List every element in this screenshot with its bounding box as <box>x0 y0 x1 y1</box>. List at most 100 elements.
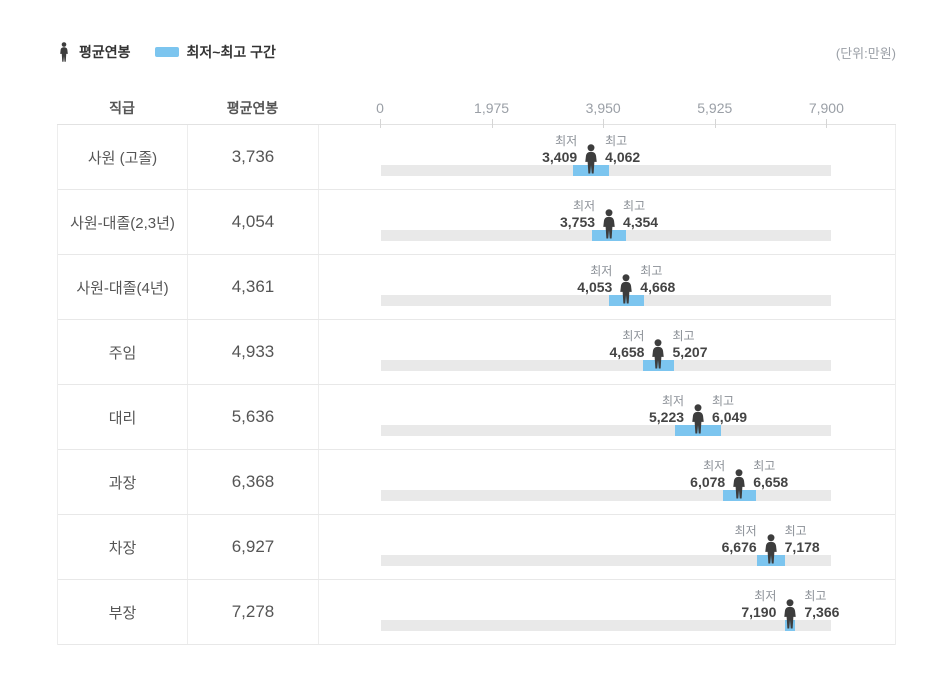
min-label: 최저 <box>622 329 645 343</box>
max-value: 4,668 <box>640 279 676 295</box>
legend-bar: 평균연봉 최저~최고 구간 (단위:만원) <box>57 40 896 64</box>
max-label: 최고 <box>623 199 646 213</box>
salary-chart-cell: 최저 3,409 최고 4,062 <box>319 125 895 189</box>
max-value: 6,658 <box>753 474 789 490</box>
legend-item-range: 최저~최고 구간 <box>154 42 276 62</box>
max-label: 최고 <box>640 264 663 278</box>
salary-track <box>381 490 831 501</box>
table-body: 사원 (고졸) 3,736 최저 3,409 최고 4,062 <box>57 125 896 645</box>
min-label: 최저 <box>555 134 578 148</box>
person-icon <box>599 209 620 239</box>
min-value-block: 최저 3,753 <box>560 200 595 229</box>
salary-chart-cell: 최저 4,053 최고 4,668 <box>319 255 895 319</box>
avg-salary-value: 6,927 <box>188 515 319 579</box>
max-value: 7,178 <box>784 539 820 555</box>
legend-range-label: 최저~최고 구간 <box>186 44 276 60</box>
salary-table: 직급 평균연봉 0 1,975 3,950 5,925 7,900 사원 (고졸) 3,… <box>57 92 896 645</box>
salary-track <box>381 295 831 306</box>
max-label: 최고 <box>605 134 628 148</box>
min-value: 4,658 <box>609 344 645 360</box>
axis-tick-label: 3,950 <box>585 100 621 116</box>
avg-salary-value: 5,636 <box>188 385 319 449</box>
max-label: 최고 <box>672 329 695 343</box>
min-value: 3,753 <box>560 214 596 230</box>
max-value: 6,049 <box>712 409 748 425</box>
min-value-block: 최저 4,053 <box>577 265 612 294</box>
table-row: 주임 4,933 최저 4,658 최고 5,207 <box>58 320 895 385</box>
avg-salary-value: 7,278 <box>188 580 319 644</box>
grade-label: 주임 <box>58 320 188 384</box>
salary-range-bar <box>674 425 722 436</box>
max-value-block: 최고 4,668 <box>640 265 675 294</box>
min-value: 4,053 <box>577 279 613 295</box>
table-row: 부장 7,278 최저 7,190 최고 7,366 <box>58 580 895 645</box>
min-value-block: 최저 4,658 <box>609 330 644 359</box>
min-value: 6,078 <box>690 474 726 490</box>
max-value: 4,062 <box>605 149 641 165</box>
avg-salary-value: 4,054 <box>188 190 319 254</box>
grade-label: 사원-대졸(2,3년) <box>58 190 188 254</box>
min-value: 7,190 <box>741 604 777 620</box>
salary-range-bar <box>572 165 610 176</box>
salary-chart-cell: 최저 6,078 최고 6,658 <box>319 450 895 514</box>
person-icon <box>688 404 709 434</box>
axis-tick-label: 5,925 <box>697 100 733 116</box>
max-value-block: 최고 5,207 <box>672 330 707 359</box>
min-value-block: 최저 6,078 <box>690 460 725 489</box>
legend-average-label: 평균연봉 <box>79 44 131 60</box>
salary-chart-cell: 최저 5,223 최고 6,049 <box>319 385 895 449</box>
min-value: 5,223 <box>648 409 685 425</box>
axis-tick-mark <box>826 119 828 128</box>
salary-range-bar <box>785 620 796 631</box>
axis-tick-label: 0 <box>376 100 384 116</box>
max-label: 최고 <box>804 589 827 603</box>
header-avg: 평균연봉 <box>226 100 279 116</box>
max-value: 4,354 <box>623 214 659 230</box>
max-value-block: 최고 6,658 <box>753 460 788 489</box>
salary-chart-cell: 최저 6,676 최고 7,178 <box>319 515 895 579</box>
salary-range-bar <box>643 360 674 371</box>
table-row: 사원 (고졸) 3,736 최저 3,409 최고 4,062 <box>58 125 895 190</box>
min-value-block: 최저 6,676 <box>722 525 757 554</box>
table-row: 대리 5,636 최저 5,223 최고 6,049 <box>58 385 895 450</box>
min-label: 최저 <box>661 394 685 408</box>
max-value-block: 최고 7,178 <box>785 525 820 554</box>
salary-chart-page: 평균연봉 최저~최고 구간 (단위:만원) 직급 평균연봉 0 1,975 3,95… <box>57 40 896 645</box>
min-label: 최저 <box>734 524 757 538</box>
salary-chart-cell: 최저 3,753 최고 4,354 <box>319 190 895 254</box>
header-grade: 직급 <box>109 100 135 116</box>
legend-item-average: 평균연봉 <box>57 42 131 62</box>
range-swatch-icon <box>154 47 179 57</box>
person-icon <box>760 534 781 564</box>
salary-chart-cell: 최저 7,190 최고 7,366 <box>319 580 895 644</box>
min-value-block: 최저 7,190 <box>741 590 776 619</box>
max-value-block: 최고 4,354 <box>623 200 658 229</box>
table-header: 직급 평균연봉 0 1,975 3,950 5,925 7,900 <box>57 92 896 128</box>
axis-ticks: 0 1,975 3,950 5,925 7,900 <box>376 92 844 128</box>
person-icon <box>648 339 669 369</box>
table-row: 차장 6,927 최저 6,676 최고 7,178 <box>58 515 895 580</box>
salary-range-bar <box>592 230 626 241</box>
min-value: 6,676 <box>721 539 757 555</box>
salary-range-bar <box>756 555 785 566</box>
salary-track <box>381 555 831 566</box>
salary-chart-cell: 최저 4,658 최고 5,207 <box>319 320 895 384</box>
avg-salary-value: 3,736 <box>188 125 319 189</box>
max-value: 7,366 <box>804 604 840 620</box>
person-icon <box>57 42 71 62</box>
salary-track <box>381 620 831 631</box>
axis-tick-mark <box>380 119 381 128</box>
person-icon <box>780 599 801 629</box>
max-value-block: 최고 4,062 <box>605 135 640 164</box>
avg-salary-value: 4,933 <box>188 320 319 384</box>
min-value-block: 최저 3,409 <box>542 135 577 164</box>
person-icon <box>581 144 602 174</box>
grade-label: 대리 <box>58 385 188 449</box>
min-label: 최저 <box>590 264 613 278</box>
axis-tick-mark <box>491 119 493 128</box>
max-value: 5,207 <box>672 344 708 360</box>
header-axis: 0 1,975 3,950 5,925 7,900 <box>318 92 896 128</box>
axis-tick-label: 7,900 <box>808 100 844 116</box>
table-row: 과장 6,368 최저 6,078 최고 6,658 <box>58 450 895 515</box>
salary-track <box>381 360 831 371</box>
